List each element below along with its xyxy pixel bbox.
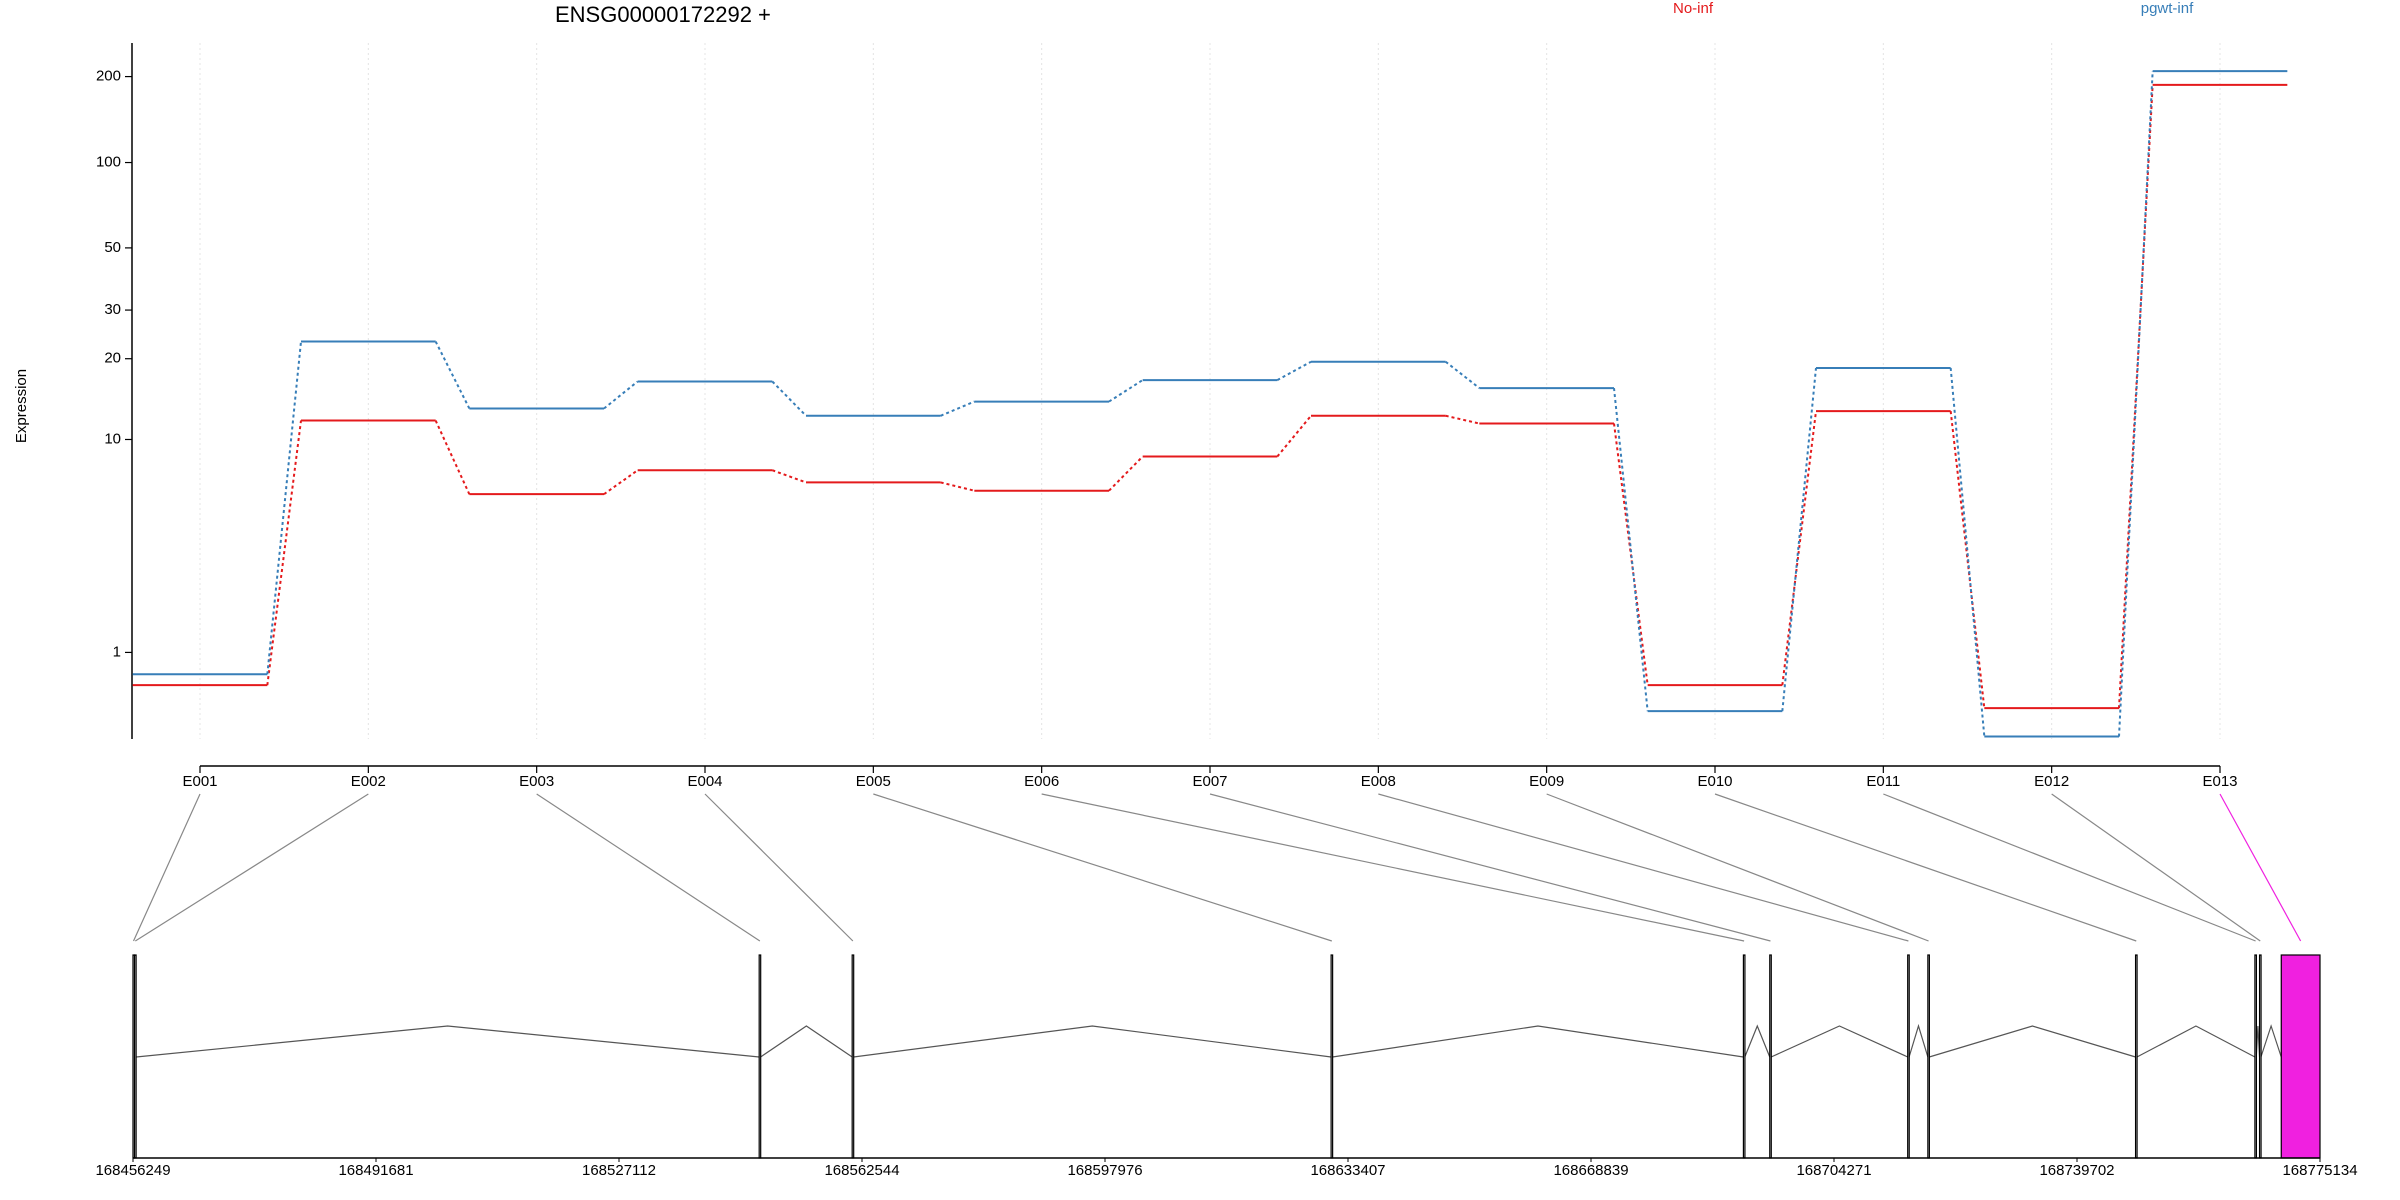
exon	[1927, 954, 1930, 1159]
genomic-tick-label: 168668839	[1553, 1162, 1628, 1179]
x-tick-label: E001	[182, 773, 217, 790]
series-connector	[1613, 423, 1649, 686]
exon	[1742, 954, 1746, 1159]
exon-connector	[1378, 793, 1909, 942]
series-connector	[1276, 415, 1312, 458]
series-connector	[434, 420, 471, 495]
y-tick-label: 50	[104, 239, 121, 256]
intron	[1332, 1025, 1744, 1058]
series-connector	[1949, 367, 1986, 737]
x-tick-label: E003	[519, 773, 554, 790]
genomic-tick-label: 168775134	[2282, 1162, 2357, 1179]
exon	[2134, 954, 2138, 1159]
genomic-tick-label: 168456249	[95, 1162, 170, 1179]
y-tick-label: 1	[113, 643, 121, 660]
y-tick-label: 10	[104, 430, 121, 447]
x-tick-label: E010	[1697, 773, 1732, 790]
intron	[2260, 1024, 2282, 1058]
y-tick-label: 20	[104, 350, 121, 367]
x-tick-label: E011	[1866, 773, 1900, 790]
exon	[2254, 954, 2258, 1159]
series-connector	[434, 341, 471, 409]
series-connector	[1949, 411, 1986, 709]
exon	[758, 954, 762, 1159]
genomic-tick-label: 168739702	[2039, 1162, 2114, 1179]
series-connector	[603, 380, 639, 410]
exon-connector	[2219, 793, 2302, 942]
x-tick-label: E008	[1361, 773, 1396, 790]
exon-connector	[1714, 793, 2137, 942]
series-connector	[1781, 411, 1817, 686]
series-connector	[1108, 379, 1144, 403]
exon	[2280, 954, 2321, 1159]
y-tick-label: 200	[96, 68, 121, 85]
series-connector	[771, 469, 807, 484]
intron	[2136, 1025, 2256, 1058]
series-connector	[1445, 414, 1480, 425]
series-connector	[940, 400, 975, 417]
x-tick-label: E012	[2034, 773, 2069, 790]
exon-connector	[135, 793, 369, 942]
x-tick-label: E013	[2202, 773, 2237, 790]
genomic-tick-label: 168633407	[1310, 1162, 1385, 1179]
exon-connector	[704, 793, 854, 942]
series-connector	[1781, 367, 1817, 712]
exon-connector	[1546, 793, 1929, 942]
genomic-tick-label: 168562544	[824, 1162, 899, 1179]
y-axis-label: Expression	[13, 369, 30, 443]
exon	[1330, 954, 1334, 1159]
series-connector	[1445, 360, 1480, 389]
chart-title: ENSG00000172292 +	[555, 2, 771, 27]
legend-label: pgwt-inf	[2141, 0, 2194, 17]
series-connector	[266, 341, 302, 675]
x-tick-label: E007	[1192, 773, 1227, 790]
intron	[136, 1025, 760, 1058]
intron	[1744, 1024, 1771, 1058]
series-connector	[2118, 84, 2154, 709]
series-connector	[603, 469, 639, 495]
exon	[851, 954, 855, 1159]
exon-connector	[1209, 793, 1771, 942]
intron	[1908, 1023, 1929, 1058]
genomic-tick-label: 168527112	[582, 1162, 656, 1179]
exon	[133, 954, 137, 1159]
series-connector	[771, 380, 807, 417]
exon-connector	[2051, 793, 2261, 942]
exon-connector	[1041, 793, 1745, 942]
intron	[760, 1025, 853, 1058]
legend-label: No-inf	[1673, 0, 1714, 17]
exon	[2258, 954, 2262, 1159]
x-tick-label: E002	[351, 773, 386, 790]
exon-connector	[536, 793, 761, 942]
series-connector	[940, 481, 975, 492]
x-tick-label: E009	[1529, 773, 1564, 790]
exon	[1907, 954, 1910, 1159]
series-connector	[2118, 71, 2154, 737]
intron	[853, 1025, 1332, 1058]
series-connector	[1613, 387, 1649, 712]
x-tick-label: E004	[687, 773, 722, 790]
exon-connector	[132, 793, 201, 942]
exon-connector	[873, 793, 1332, 942]
series-connector	[1108, 455, 1144, 492]
series-connector	[1276, 360, 1312, 381]
x-tick-label: E006	[1024, 773, 1059, 790]
intron	[1929, 1025, 2136, 1058]
genomic-tick-label: 168491681	[338, 1162, 413, 1179]
exon-connector	[1883, 793, 2256, 942]
genomic-tick-label: 168704271	[1796, 1162, 1871, 1179]
y-tick-label: 100	[96, 154, 121, 171]
y-tick-label: 30	[104, 301, 121, 318]
exon	[1769, 954, 1772, 1159]
genomic-tick-label: 168597976	[1067, 1162, 1142, 1179]
series-connector	[266, 420, 302, 686]
intron	[1770, 1025, 1908, 1058]
x-tick-label: E005	[856, 773, 891, 790]
